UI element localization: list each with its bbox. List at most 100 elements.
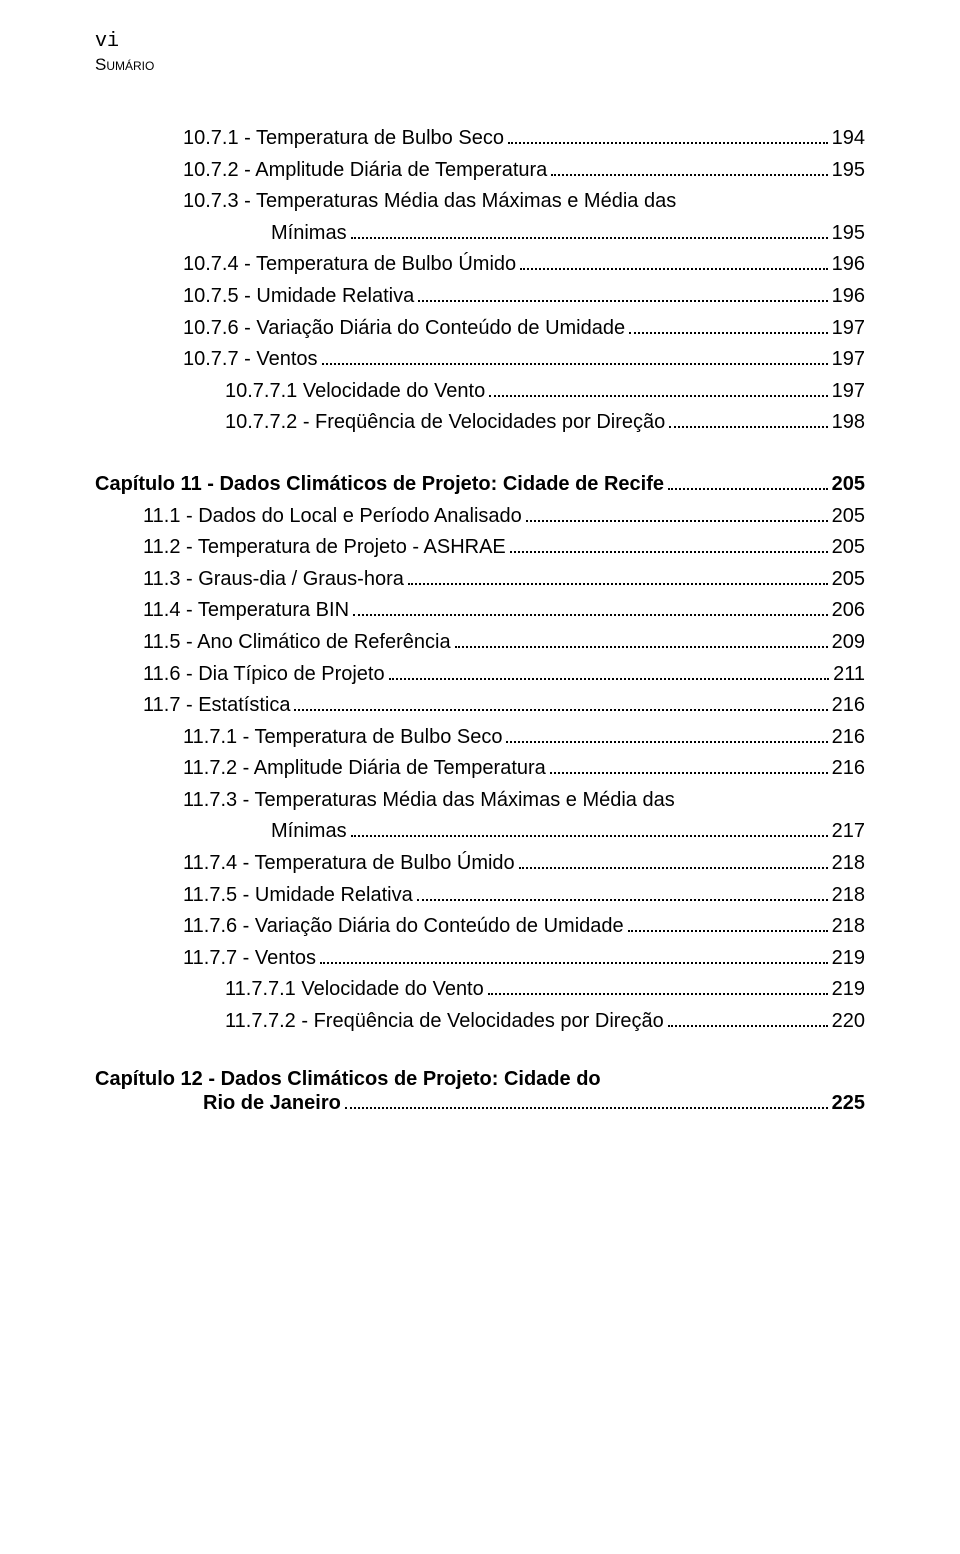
toc-leader [351, 221, 828, 239]
toc-leader [320, 946, 828, 964]
toc-entry-continuation: Mínimas217 [95, 816, 865, 848]
toc-leader [455, 630, 828, 648]
toc-entry: 10.7.6 - Variação Diária do Conteúdo de … [95, 313, 865, 345]
toc-entry-title: 11.7.1 - Temperatura de Bulbo Seco [183, 722, 502, 754]
table-of-contents: 10.7.1 - Temperatura de Bulbo Seco19410.… [95, 123, 865, 1038]
toc-entry-title: 10.7.7.2 - Freqüência de Velocidades por… [225, 407, 665, 439]
toc-leader [418, 284, 827, 302]
toc-entry: 11.2 - Temperatura de Projeto - ASHRAE 20… [95, 532, 865, 564]
toc-entry-title: 11.7.3 - Temperaturas Média das Máximas … [183, 785, 675, 817]
toc-entry: 10.7.1 - Temperatura de Bulbo Seco194 [95, 123, 865, 155]
toc-entry-title: 10.7.2 - Amplitude Diária de Temperatura [183, 155, 547, 187]
toc-entry: 11.7.4 - Temperatura de Bulbo Úmido 218 [95, 848, 865, 880]
toc-entry-title: 11.7.6 - Variação Diária do Conteúdo de … [183, 911, 624, 943]
toc-leader [526, 504, 828, 522]
toc-leader [550, 756, 828, 774]
toc-leader [669, 410, 827, 428]
toc-leader [488, 977, 828, 995]
toc-leader [408, 567, 828, 585]
toc-entry-page: 195 [832, 155, 865, 187]
toc-entry-title: 10.7.1 - Temperatura de Bulbo Seco [183, 123, 504, 155]
toc-leader [668, 1009, 828, 1027]
toc-entry-title: 10.7.6 - Variação Diária do Conteúdo de … [183, 313, 625, 345]
toc-leader [629, 316, 828, 334]
toc-entry-page: 197 [832, 376, 865, 408]
toc-entry-page: 205 [832, 532, 865, 564]
toc-leader [322, 347, 828, 365]
toc-entry-page: 218 [832, 848, 865, 880]
toc-leader [510, 535, 828, 553]
toc-leader [628, 914, 828, 932]
toc-entry-page: 206 [832, 595, 865, 627]
toc-entry-page: 218 [832, 880, 865, 912]
toc-entry-title: 11.7.4 - Temperatura de Bulbo Úmido [183, 848, 515, 880]
toc-entry-title: 10.7.3 - Temperaturas Média das Máximas … [183, 186, 676, 218]
toc-entry: 11.7.3 - Temperaturas Média das Máximas … [95, 785, 865, 817]
chapter-12-title-line1: Capítulo 12 - Dados Climáticos de Projet… [95, 1068, 865, 1091]
toc-entry-title: 11.1 - Dados do Local e Período Analisad… [143, 501, 522, 533]
toc-entry-page: 196 [832, 249, 865, 281]
toc-entry-title: 10.7.5 - Umidade Relativa [183, 281, 414, 313]
toc-leader [520, 252, 827, 270]
toc-entry-page: 198 [832, 407, 865, 439]
toc-entry: 11.7.7.1 Velocidade do Vento219 [95, 974, 865, 1006]
toc-entry: Capítulo 11 - Dados Climáticos de Projet… [95, 469, 865, 501]
toc-entry: 11.7.1 - Temperatura de Bulbo Seco216 [95, 722, 865, 754]
page-number-roman: vi [95, 30, 865, 53]
toc-leader [519, 851, 828, 869]
toc-entry-page: 220 [832, 1006, 865, 1038]
toc-entry: 10.7.3 - Temperaturas Média das Máximas … [95, 186, 865, 218]
toc-leader [294, 693, 827, 711]
toc-entry: 10.7.5 - Umidade Relativa 196 [95, 281, 865, 313]
toc-leader [351, 819, 828, 837]
toc-entry-title: 11.2 - Temperatura de Projeto - ASHRAE [143, 532, 506, 564]
toc-entry-page: 205 [832, 469, 865, 501]
toc-entry-page: 195 [832, 218, 865, 250]
toc-entry: 11.4 - Temperatura BIN 206 [95, 595, 865, 627]
toc-entry-continuation: Mínimas195 [95, 218, 865, 250]
toc-entry-title: 11.7 - Estatística [143, 690, 290, 722]
chapter-12-title-line2: Rio de Janeiro 225 [95, 1091, 865, 1115]
toc-entry-title: 10.7.7 - Ventos [183, 344, 318, 376]
toc-entry-page: 205 [832, 501, 865, 533]
toc-entry: 11.7.6 - Variação Diária do Conteúdo de … [95, 911, 865, 943]
chapter-12-title-text: Rio de Janeiro [95, 1092, 341, 1115]
toc-entry-page: 217 [832, 816, 865, 848]
toc-leader [389, 662, 829, 680]
toc-entry-page: 197 [832, 344, 865, 376]
toc-entry: 10.7.2 - Amplitude Diária de Temperatura… [95, 155, 865, 187]
toc-entry: 10.7.7.1 Velocidade do Vento 197 [95, 376, 865, 408]
toc-entry-title: 11.7.2 - Amplitude Diária de Temperatura [183, 753, 546, 785]
toc-entry: 11.7.5 - Umidade Relativa 218 [95, 880, 865, 912]
toc-entry-title: 11.5 - Ano Climático de Referência [143, 627, 451, 659]
chapter-12-page: 225 [832, 1092, 865, 1115]
toc-entry: 11.3 - Graus-dia / Graus-hora205 [95, 564, 865, 596]
toc-gap [95, 439, 865, 469]
toc-entry-page: 196 [832, 281, 865, 313]
toc-entry: 10.7.7.2 - Freqüência de Velocidades por… [95, 407, 865, 439]
toc-entry: 11.7.7.2 - Freqüência de Velocidades por… [95, 1006, 865, 1038]
toc-entry: 11.1 - Dados do Local e Período Analisad… [95, 501, 865, 533]
toc-entry: 11.5 - Ano Climático de Referência209 [95, 627, 865, 659]
toc-entry-title: 11.4 - Temperatura BIN [143, 595, 349, 627]
toc-leader [353, 598, 828, 616]
chapter-12-block: Capítulo 12 - Dados Climáticos de Projet… [95, 1068, 865, 1115]
toc-entry-page: 211 [833, 659, 865, 691]
toc-entry: 11.7.7 - Ventos219 [95, 943, 865, 975]
toc-leader [417, 883, 828, 901]
toc-entry-title: 11.7.7.1 Velocidade do Vento [225, 974, 484, 1006]
toc-entry-title: 10.7.7.1 Velocidade do Vento [225, 376, 485, 408]
toc-entry-page: 197 [832, 313, 865, 345]
toc-entry-page: 218 [832, 911, 865, 943]
toc-entry-page: 216 [832, 753, 865, 785]
toc-entry: 11.7 - Estatística216 [95, 690, 865, 722]
toc-leader [506, 725, 827, 743]
toc-leader [489, 379, 827, 397]
toc-entry-title: 11.7.7.2 - Freqüência de Velocidades por… [225, 1006, 664, 1038]
toc-entry-title: Capítulo 11 - Dados Climáticos de Projet… [95, 469, 664, 501]
toc-entry-title: 11.7.5 - Umidade Relativa [183, 880, 413, 912]
toc-entry-title: 11.6 - Dia Típico de Projeto [143, 659, 385, 691]
toc-leader [345, 1091, 828, 1109]
toc-entry-title: 11.7.7 - Ventos [183, 943, 316, 975]
toc-leader [508, 126, 828, 144]
